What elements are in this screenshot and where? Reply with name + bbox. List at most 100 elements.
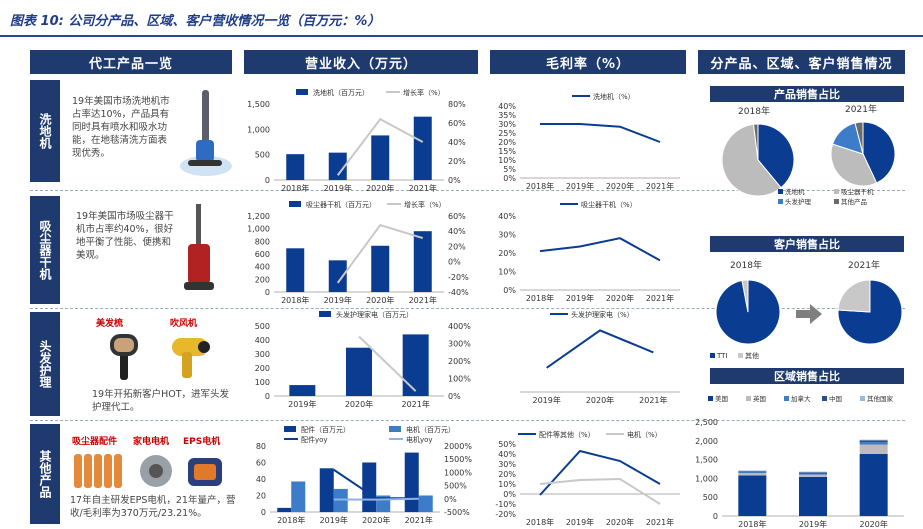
y-tick-label: 0 (265, 392, 270, 401)
row-label-floor: 洗地机 (30, 80, 60, 182)
pie-slice (757, 123, 795, 189)
legend-swatch (319, 311, 331, 317)
customer-share-pies: 2018年 2021年 TTI 其他 (710, 259, 903, 360)
floor-washer-image (180, 90, 232, 176)
y2-tick-label: 0% (444, 495, 457, 504)
y-tick-label: 0% (503, 490, 516, 499)
y-tick-label: 30% (498, 460, 516, 469)
growth-line (358, 335, 417, 392)
y-tick-label: 40% (498, 450, 516, 459)
stacked-bar-segment (799, 474, 827, 477)
x-tick-label: 2021年 (401, 399, 429, 409)
customer-share-title: 客户销售占比 (710, 236, 904, 252)
y2-tick-label: 0% (448, 258, 461, 267)
y-tick-label: 400 (255, 336, 270, 345)
x-tick-label: 2019年 (566, 517, 594, 527)
y2-tick-label: 0% (448, 176, 461, 185)
y-tick-label: 30% (498, 120, 516, 129)
bar (402, 334, 429, 396)
growth-line (333, 497, 419, 501)
product-share-title: 产品销售占比 (710, 86, 904, 102)
y-tick-label: 600 (255, 250, 270, 259)
y2-tick-label: 1000% (444, 468, 472, 477)
row-label-text: 洗地机 (38, 113, 52, 149)
y-tick-label: 40% (498, 102, 516, 111)
legend-label: 吸尘器干机（%） (581, 200, 637, 209)
x-tick-label: 2020年 (362, 515, 390, 525)
y-tick-label: 20% (498, 138, 516, 147)
y2-tick-label: 300% (448, 340, 471, 349)
y-tick-label: 500 (255, 151, 270, 160)
x-tick-label: 2019年 (320, 515, 348, 525)
x-tick-label: 2019年 (799, 519, 827, 529)
y-tick-label: 15% (498, 147, 516, 156)
pie-year-label: 2018年 (738, 105, 770, 117)
x-tick-label: 2021年 (646, 181, 674, 191)
comb-caption: 美发梳 (96, 319, 124, 329)
pie-slice (837, 279, 871, 313)
y-tick-label: 60 (256, 459, 266, 468)
stacked-bar-segment (738, 470, 767, 472)
legend-label: 中国 (829, 394, 842, 403)
x-tick-label: 2018年 (281, 183, 309, 193)
y-tick-label: 400 (255, 263, 270, 272)
row-separator (30, 308, 905, 309)
y-tick-label: 0 (265, 288, 270, 297)
row-label-text: 头发护理 (38, 340, 52, 388)
y-tick-label: 10% (498, 268, 516, 277)
pie-year-label: 2021年 (848, 259, 880, 271)
region-share-title: 区域销售占比 (710, 368, 904, 384)
floor-description: 19年美国市场洗地机市占率达10%，产品具有同时具有喷水和吸水功能，在地毯清洗方… (72, 96, 170, 159)
legend-label: 头发护理家电（百万元） (336, 310, 413, 319)
eps-motor-caption: EPS电机 (183, 437, 221, 447)
x-tick-label: 2019年 (288, 399, 316, 409)
y2-tick-label: 80% (448, 100, 466, 109)
y-tick-label: 80 (256, 442, 266, 451)
y-tick-label: 1,000 (247, 225, 270, 234)
legend-swatch (778, 199, 783, 204)
row-label-other: 其他产品 (30, 424, 60, 524)
y2-tick-label: 40% (448, 138, 466, 147)
legend-swatch (296, 89, 308, 95)
bar (286, 248, 305, 292)
x-tick-label: 2018年 (281, 295, 309, 305)
y-tick-label: 30% (498, 231, 516, 240)
x-tick-label: 2020年 (586, 395, 614, 405)
row-label-text: 其他产品 (38, 450, 52, 498)
x-tick-label: 2019年 (566, 181, 594, 191)
other-description: 17年自主研发EPS电机，21年量产，营收/毛利率为370万元/23.21%。 (70, 495, 236, 519)
y-tick-label: 1,500 (695, 456, 718, 465)
legend-swatch (834, 199, 839, 204)
y-tick-label: 100 (255, 378, 270, 387)
page-title: 图表 10: 公司分产品、区域、客户营收情况一览（百万元：%） (10, 14, 381, 29)
legend-label: 增长率（%） (404, 200, 446, 209)
pie-slice (862, 121, 896, 184)
pie-year-label: 2021年 (845, 103, 877, 115)
y-tick-label: 0% (503, 174, 516, 183)
margin-floor-chart: 0%5%10%15%20%25%30%35%40% 2018年 2019年 2020年… (498, 92, 680, 191)
y-tick-label: 10% (498, 156, 516, 165)
y-tick-label: 40% (498, 212, 516, 221)
growth-line (336, 117, 424, 176)
revenue-other-chart: 0 20 40 60 80 -500% 0% 500% 1000% 1500% 2000% 2018年… (256, 425, 473, 525)
legend-swatch (710, 353, 715, 358)
x-tick-label: 2021年 (646, 517, 674, 527)
bar (277, 507, 292, 512)
y2-tick-label: -500% (444, 508, 470, 517)
x-tick-label: 2021年 (639, 395, 667, 405)
legend-label: 其他 (745, 351, 759, 360)
y-tick-label: 40 (256, 475, 266, 484)
dry-vacuum-image (184, 204, 214, 290)
x-tick-label: 2021年 (405, 515, 433, 525)
bar (328, 152, 347, 180)
appliance-motor-caption: 家电电机 (133, 437, 170, 447)
oem-header: 代工产品一览 (30, 50, 232, 74)
y-tick-label: 20% (498, 249, 516, 258)
x-tick-label: 2019年 (324, 183, 352, 193)
x-tick-label: 2018年 (526, 181, 554, 191)
y-tick-label: 0 (261, 508, 266, 517)
revenue-hair-chart: 0 100 200 300 400 500 0% 100% 200% 300% 400% 2019年 2… (255, 310, 472, 409)
legend-label: TTI (716, 352, 728, 360)
y-tick-label: 35% (498, 111, 516, 120)
pie-slice (741, 279, 749, 313)
